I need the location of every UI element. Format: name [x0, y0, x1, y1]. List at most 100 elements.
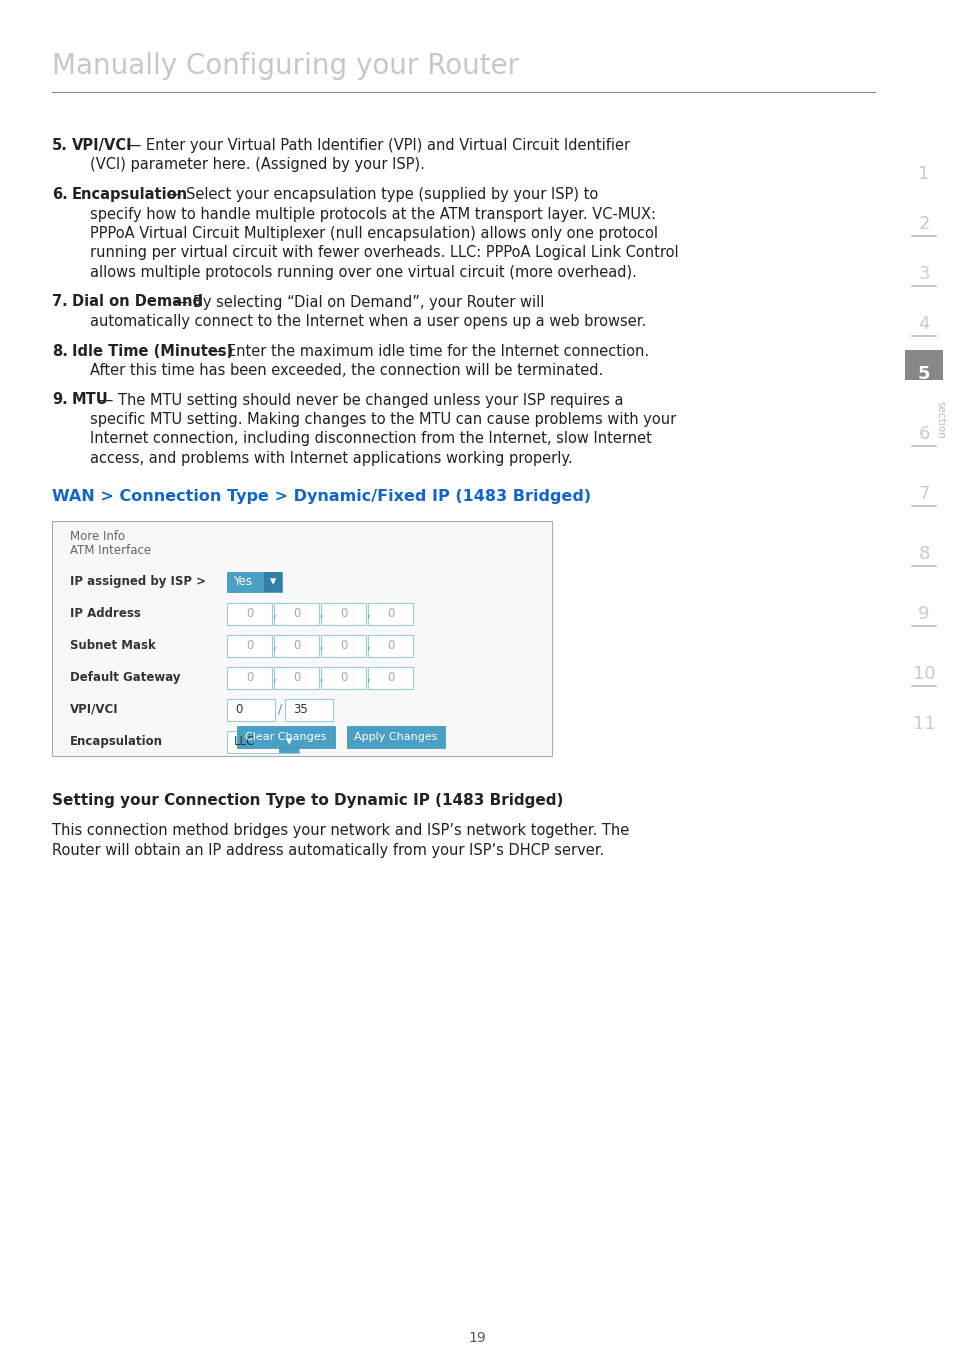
- Text: Idle Time (Minutes): Idle Time (Minutes): [71, 343, 233, 358]
- Text: WAN > Connection Type > Dynamic/Fixed IP (1483 Bridged): WAN > Connection Type > Dynamic/Fixed IP…: [52, 488, 591, 503]
- Text: 0: 0: [386, 671, 394, 684]
- Text: 0: 0: [339, 639, 347, 652]
- Text: 3: 3: [918, 264, 929, 284]
- Text: 0: 0: [246, 607, 253, 620]
- Text: Apply Changes: Apply Changes: [354, 732, 437, 741]
- Text: — Enter your Virtual Path Identifier (VPI) and Virtual Circuit Identifier: — Enter your Virtual Path Identifier (VP…: [121, 138, 629, 153]
- Bar: [368, 635, 413, 657]
- Bar: [347, 725, 444, 747]
- Text: After this time has been exceeded, the connection will be terminated.: After this time has been exceeded, the c…: [90, 363, 602, 378]
- Text: specific MTU setting. Making changes to the MTU can cause problems with your: specific MTU setting. Making changes to …: [90, 412, 676, 427]
- Bar: [320, 667, 366, 688]
- Bar: [52, 521, 552, 755]
- Bar: [227, 602, 272, 624]
- Text: 11: 11: [912, 716, 934, 733]
- Text: ATM Interface: ATM Interface: [70, 544, 151, 557]
- Bar: [236, 725, 335, 747]
- Text: — Enter the maximum idle time for the Internet connection.: — Enter the maximum idle time for the In…: [203, 343, 649, 358]
- Text: Setting your Connection Type to Dynamic IP (1483 Bridged): Setting your Connection Type to Dynamic …: [52, 793, 563, 808]
- Bar: [227, 698, 274, 721]
- Text: ,: ,: [318, 607, 322, 620]
- Text: VPI/VCI: VPI/VCI: [71, 138, 132, 153]
- Text: 0: 0: [234, 703, 242, 716]
- Text: automatically connect to the Internet when a user opens up a web browser.: automatically connect to the Internet wh…: [90, 313, 645, 328]
- Text: Manually Configuring your Router: Manually Configuring your Router: [52, 52, 518, 80]
- Text: allows multiple protocols running over one virtual circuit (more overhead).: allows multiple protocols running over o…: [90, 264, 637, 279]
- Text: 6.: 6.: [52, 187, 68, 202]
- Text: LLC: LLC: [233, 735, 255, 748]
- Text: 19: 19: [468, 1332, 485, 1345]
- Bar: [227, 635, 272, 657]
- Text: 0: 0: [339, 671, 347, 684]
- Text: Dial on Demand: Dial on Demand: [71, 294, 203, 309]
- Text: specify how to handle multiple protocols at the ATM transport layer. VC-MUX:: specify how to handle multiple protocols…: [90, 207, 656, 222]
- Bar: [274, 602, 318, 624]
- Text: Encapsulation: Encapsulation: [71, 187, 188, 202]
- Bar: [227, 571, 282, 592]
- Text: 9.: 9.: [52, 393, 68, 408]
- Bar: [904, 350, 942, 380]
- Bar: [278, 731, 298, 752]
- Text: section: section: [934, 401, 944, 439]
- Text: Encapsulation: Encapsulation: [70, 735, 163, 748]
- Text: — The MTU setting should never be changed unless your ISP requires a: — The MTU setting should never be change…: [94, 393, 623, 408]
- Text: ,: ,: [272, 671, 275, 684]
- Text: ▾: ▾: [286, 735, 292, 748]
- Bar: [274, 635, 318, 657]
- Text: Subnet Mask: Subnet Mask: [70, 639, 155, 652]
- Text: 1: 1: [918, 165, 929, 183]
- Text: 4: 4: [918, 315, 929, 333]
- Text: 6: 6: [918, 425, 929, 443]
- Text: 2: 2: [918, 215, 929, 233]
- Text: 0: 0: [246, 639, 253, 652]
- Text: MTU: MTU: [71, 393, 109, 408]
- Bar: [227, 667, 272, 688]
- Text: 0: 0: [293, 671, 300, 684]
- Text: VPI/VCI: VPI/VCI: [70, 703, 118, 716]
- Text: 9: 9: [918, 605, 929, 623]
- Bar: [320, 602, 366, 624]
- Bar: [368, 667, 413, 688]
- Text: 0: 0: [293, 639, 300, 652]
- Text: 0: 0: [386, 639, 394, 652]
- Text: 0: 0: [339, 607, 347, 620]
- Text: 0: 0: [246, 671, 253, 684]
- Text: Router will obtain an IP address automatically from your ISP’s DHCP server.: Router will obtain an IP address automat…: [52, 844, 603, 859]
- Text: 35: 35: [293, 703, 308, 716]
- Text: ▾: ▾: [270, 575, 275, 587]
- Text: ,: ,: [272, 639, 275, 652]
- Text: ,: ,: [318, 639, 322, 652]
- Text: 5: 5: [917, 365, 929, 383]
- Text: ,: ,: [365, 639, 369, 652]
- Text: running per virtual circuit with fewer overheads. LLC: PPPoA Logical Link Contro: running per virtual circuit with fewer o…: [90, 245, 678, 260]
- Text: 7: 7: [918, 485, 929, 503]
- Text: 8.: 8.: [52, 343, 68, 358]
- Text: 5.: 5.: [52, 138, 68, 153]
- Text: /: /: [277, 703, 282, 716]
- Text: ,: ,: [318, 671, 322, 684]
- Text: ,: ,: [365, 671, 369, 684]
- Bar: [285, 698, 333, 721]
- Bar: [368, 602, 413, 624]
- Bar: [227, 731, 298, 752]
- Text: 8: 8: [918, 545, 929, 563]
- Text: PPPoA Virtual Circuit Multiplexer (null encapsulation) allows only one protocol: PPPoA Virtual Circuit Multiplexer (null …: [90, 226, 658, 241]
- Text: Yes: Yes: [233, 575, 252, 587]
- Text: ,: ,: [365, 607, 369, 620]
- Bar: [264, 571, 282, 592]
- Text: ,: ,: [272, 607, 275, 620]
- Text: IP assigned by ISP >: IP assigned by ISP >: [70, 575, 206, 587]
- Text: — Select your encapsulation type (supplied by your ISP) to: — Select your encapsulation type (suppli…: [162, 187, 598, 202]
- Text: — By selecting “Dial on Demand”, your Router will: — By selecting “Dial on Demand”, your Ro…: [169, 294, 544, 309]
- Bar: [274, 667, 318, 688]
- Text: Internet connection, including disconnection from the Internet, slow Internet: Internet connection, including disconnec…: [90, 432, 651, 447]
- Text: 7.: 7.: [52, 294, 68, 309]
- Text: More Info: More Info: [70, 530, 125, 544]
- Bar: [320, 635, 366, 657]
- Text: IP Address: IP Address: [70, 607, 141, 620]
- Text: This connection method bridges your network and ISP’s network together. The: This connection method bridges your netw…: [52, 823, 629, 838]
- Text: 0: 0: [293, 607, 300, 620]
- Text: access, and problems with Internet applications working properly.: access, and problems with Internet appli…: [90, 451, 572, 466]
- Text: Default Gateway: Default Gateway: [70, 671, 180, 684]
- Text: 10: 10: [912, 665, 934, 683]
